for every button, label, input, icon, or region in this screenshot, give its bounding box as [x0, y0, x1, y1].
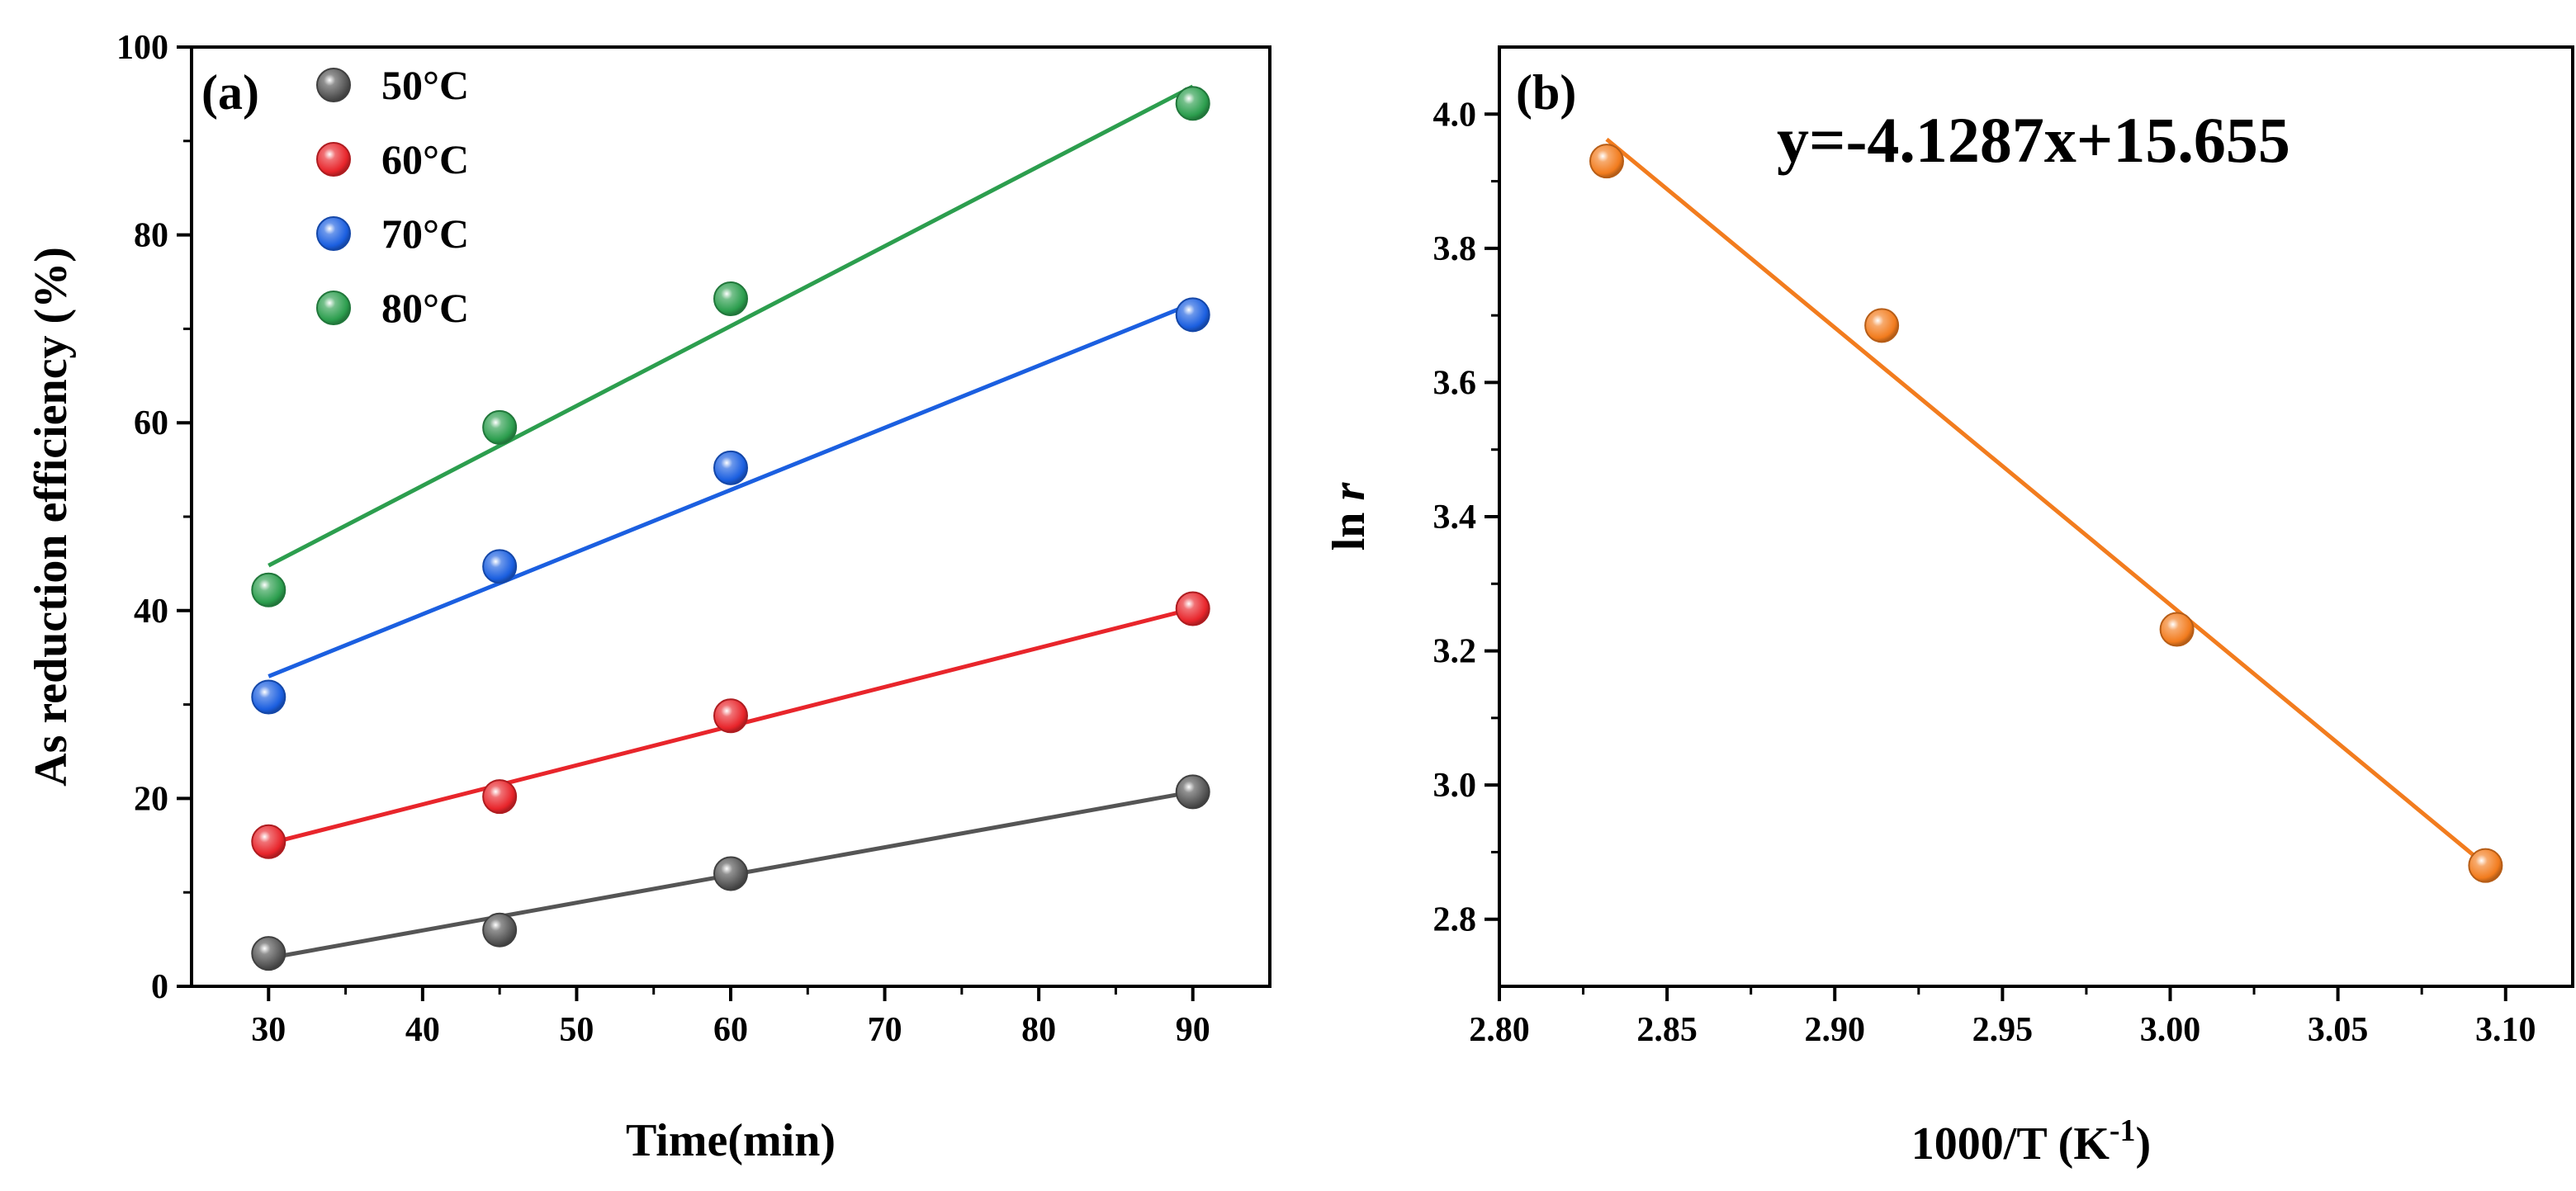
- panel-b-fit-line: [1605, 137, 2487, 867]
- y-tick-label: 40: [134, 593, 168, 631]
- x-tick-label: 3.00: [2140, 1011, 2201, 1049]
- panel-b-y-axis-title-main: ln: [1324, 501, 1375, 551]
- panel-a-x-ticks: 30 40 50 60 70 80 90: [251, 986, 1210, 1049]
- data-point: [1175, 86, 1210, 121]
- legend-marker: [316, 291, 351, 325]
- x-tick-label: 2.80: [1469, 1011, 1530, 1049]
- legend-marker: [316, 216, 351, 251]
- x-tick-label: 90: [1176, 1011, 1210, 1049]
- panel-a-legend: 50°C 60°C 70°C 80°C: [316, 62, 469, 331]
- legend-marker: [316, 68, 351, 102]
- panel-b-x-ticks: 2.80 2.85 2.90 2.95 3.00 3.05 3.10: [1469, 986, 2536, 1049]
- x-tick-label: 70: [868, 1011, 902, 1049]
- y-tick-label: 0: [151, 968, 168, 1006]
- panel-a-y-axis-title: As reduction efficiency (%): [26, 247, 77, 787]
- data-point: [1175, 591, 1210, 626]
- y-tick-label: 3.6: [1433, 364, 1477, 402]
- data-point: [2468, 848, 2503, 883]
- x-tick-label: 3.05: [2308, 1011, 2369, 1049]
- x-tick-label: 2.85: [1636, 1011, 1698, 1049]
- data-point: [1175, 774, 1210, 810]
- data-point: [482, 912, 518, 948]
- panel-a-frame: [190, 45, 1271, 988]
- fit-line: [268, 84, 1194, 568]
- data-point: [482, 549, 518, 584]
- y-tick-label: 3.8: [1433, 230, 1477, 268]
- data-point: [713, 450, 748, 485]
- panel-b-x-axis-title-suffix: ): [2136, 1118, 2152, 1170]
- data-point: [713, 281, 748, 316]
- data-point: [251, 572, 286, 607]
- data-point: [1589, 144, 1624, 179]
- panel-a-y-ticks: 0 20 40 60 80 100: [116, 29, 192, 1006]
- y-tick-label: 4.0: [1433, 96, 1477, 134]
- legend-label: 60°C: [381, 136, 469, 182]
- legend-label: 70°C: [381, 210, 469, 257]
- data-point: [251, 936, 286, 971]
- x-tick-label: 60: [713, 1011, 748, 1049]
- fit-line: [1605, 137, 2487, 867]
- panel-b-y-axis-title-italic: r: [1324, 482, 1375, 501]
- data-point: [251, 679, 286, 715]
- panel-b-y-axis-title: ln r: [1324, 482, 1375, 551]
- y-tick-label: 3.4: [1433, 499, 1477, 536]
- data-point: [482, 409, 518, 445]
- y-tick-label: 3.0: [1433, 767, 1477, 805]
- y-tick-label: 60: [134, 404, 168, 442]
- panel-b: 2.8 3.0 3.2 3.4 3.6 3.8 4.0 2.80 2.85 2.90 2.95 3.…: [1324, 45, 2574, 1170]
- y-tick-label: 100: [116, 29, 168, 67]
- x-tick-label: 40: [405, 1011, 440, 1049]
- x-tick-label: 30: [251, 1011, 286, 1049]
- legend-label: 80°C: [381, 285, 469, 331]
- data-point: [713, 698, 748, 734]
- panel-a-label: (a): [201, 65, 259, 120]
- data-point: [482, 779, 518, 815]
- x-tick-label: 80: [1021, 1011, 1056, 1049]
- panel-b-x-axis-title-main: 1000/T (K: [1911, 1118, 2110, 1170]
- panel-b-frame: [1498, 45, 2574, 988]
- data-point: [1864, 308, 1900, 343]
- x-tick-label: 2.95: [1972, 1011, 2034, 1049]
- legend-marker: [316, 142, 351, 177]
- legend-label: 50°C: [381, 62, 469, 108]
- fit-line: [268, 301, 1194, 678]
- y-tick-label: 3.2: [1433, 633, 1477, 671]
- panel-b-label: (b): [1516, 65, 1576, 120]
- panel-a-points: [251, 86, 1210, 971]
- y-tick-label: 80: [134, 217, 168, 255]
- panel-b-points: [1589, 144, 2503, 883]
- data-point: [251, 824, 286, 859]
- panel-b-x-axis-title: 1000/T (K-1): [1911, 1113, 2151, 1170]
- panel-a: 0 20 40 60 80 100 30 40 50 60 70 80 90 (a) 50°C 60°C…: [26, 29, 1271, 1166]
- panel-b-x-axis-title-superscript: -1: [2110, 1113, 2136, 1148]
- y-tick-label: 2.8: [1433, 901, 1477, 939]
- x-tick-label: 50: [559, 1011, 594, 1049]
- x-tick-label: 3.10: [2475, 1011, 2536, 1049]
- data-point: [713, 856, 748, 891]
- panel-a-x-axis-title: Time(min): [626, 1115, 836, 1166]
- x-tick-label: 2.90: [1805, 1011, 1866, 1049]
- y-tick-label: 20: [134, 780, 168, 818]
- panel-b-y-ticks: 2.8 3.0 3.2 3.4 3.6 3.8 4.0: [1433, 96, 1499, 939]
- fit-equation: y=-4.1287x+15.655: [1777, 104, 2290, 176]
- data-point: [2159, 612, 2195, 647]
- data-point: [1175, 297, 1210, 333]
